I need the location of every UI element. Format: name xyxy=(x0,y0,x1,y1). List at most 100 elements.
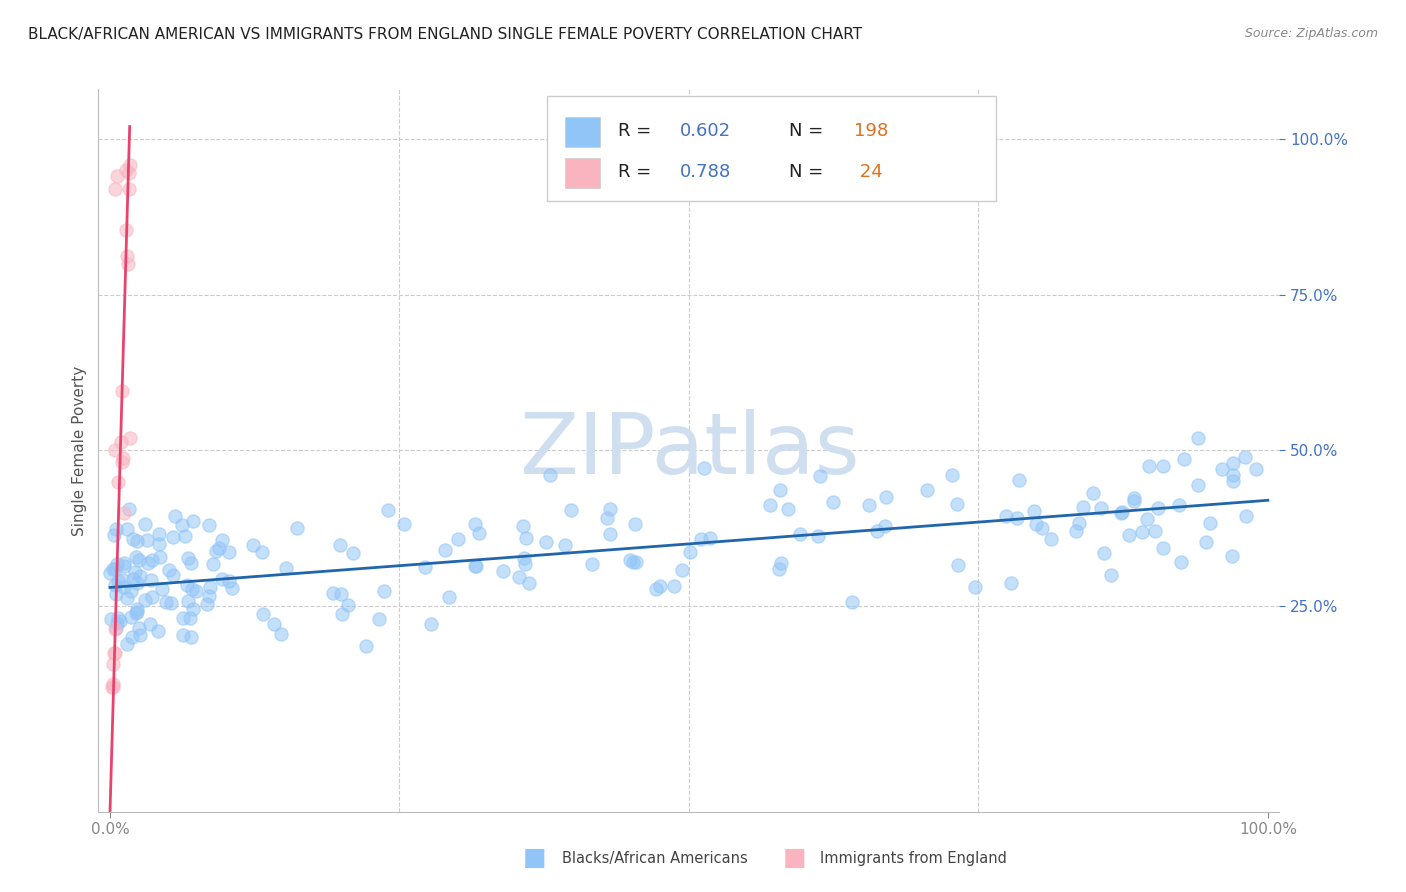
Point xyxy=(105,616,128,631)
Point xyxy=(104,622,127,636)
Point xyxy=(342,546,364,560)
Point xyxy=(1146,501,1168,516)
Point xyxy=(1152,541,1174,555)
Point xyxy=(176,578,198,592)
Point xyxy=(134,592,156,607)
Point xyxy=(599,501,621,516)
Point xyxy=(115,636,138,650)
Point xyxy=(645,582,668,596)
Point xyxy=(98,566,121,581)
Point xyxy=(104,647,127,661)
Point xyxy=(858,499,880,513)
Point xyxy=(693,461,716,475)
Point xyxy=(128,628,150,642)
Point xyxy=(112,506,135,520)
Point xyxy=(181,602,204,616)
Point xyxy=(1123,491,1146,505)
Point xyxy=(1123,494,1146,508)
Point xyxy=(101,680,124,694)
Point xyxy=(118,431,141,445)
Point xyxy=(115,522,138,536)
Point xyxy=(619,553,641,567)
Point xyxy=(120,610,142,624)
Point xyxy=(624,516,647,531)
Point xyxy=(104,443,127,458)
Point xyxy=(105,557,128,571)
Point xyxy=(515,531,537,545)
Text: ■: ■ xyxy=(783,847,806,870)
Point xyxy=(367,612,389,626)
Point xyxy=(180,630,202,644)
Point xyxy=(1136,512,1159,526)
Point xyxy=(377,503,399,517)
Point xyxy=(915,483,938,498)
Point xyxy=(1167,498,1189,512)
Point xyxy=(394,516,416,531)
Point xyxy=(148,537,170,551)
Point xyxy=(1040,532,1063,546)
Point xyxy=(112,573,135,587)
Point xyxy=(211,572,233,586)
Point xyxy=(181,514,204,528)
Point xyxy=(434,543,457,558)
Point xyxy=(807,529,830,543)
Point xyxy=(1118,527,1140,541)
Point xyxy=(1111,505,1133,519)
Point xyxy=(107,610,129,624)
Point xyxy=(101,657,124,672)
Point xyxy=(110,435,132,450)
Point xyxy=(101,562,124,576)
Text: 24: 24 xyxy=(855,163,883,181)
Point xyxy=(1071,500,1094,515)
Point xyxy=(534,535,557,549)
Point xyxy=(111,455,134,469)
Point xyxy=(107,574,129,589)
Point xyxy=(1025,516,1047,531)
Bar xyxy=(547,96,995,202)
Point xyxy=(1005,511,1028,525)
Point xyxy=(218,574,240,588)
Point xyxy=(122,532,145,546)
Point xyxy=(808,469,831,483)
Point xyxy=(662,579,685,593)
Text: BLACK/AFRICAN AMERICAN VS IMMIGRANTS FROM ENGLAND SINGLE FEMALE POVERTY CORRELAT: BLACK/AFRICAN AMERICAN VS IMMIGRANTS FRO… xyxy=(28,27,862,42)
Point xyxy=(699,531,721,545)
Point xyxy=(221,582,243,596)
Point xyxy=(519,576,541,591)
Point xyxy=(492,564,515,578)
Point xyxy=(1067,516,1090,530)
Point xyxy=(197,517,219,532)
Point xyxy=(170,518,193,533)
Point xyxy=(159,563,181,577)
Point xyxy=(201,557,224,571)
Point xyxy=(250,545,273,559)
Point xyxy=(946,558,969,572)
Point xyxy=(1130,525,1153,540)
Text: Source: ZipAtlas.com: Source: ZipAtlas.com xyxy=(1244,27,1378,40)
Point xyxy=(101,677,124,691)
Point xyxy=(1022,504,1045,518)
Text: Blacks/African Americans: Blacks/African Americans xyxy=(562,851,748,865)
Y-axis label: Single Female Poverty: Single Female Poverty xyxy=(72,366,87,535)
Point xyxy=(1031,520,1053,534)
Point xyxy=(141,573,163,587)
Bar xyxy=(565,117,600,147)
Point xyxy=(263,617,285,632)
Point xyxy=(103,528,125,542)
Point xyxy=(560,503,582,517)
Point xyxy=(769,556,792,570)
Point xyxy=(208,541,231,555)
Point xyxy=(104,587,127,601)
Point xyxy=(104,522,127,536)
Point xyxy=(596,511,619,525)
Point xyxy=(173,529,195,543)
Point xyxy=(1195,535,1218,549)
Text: R =: R = xyxy=(619,122,657,140)
Point xyxy=(759,499,782,513)
Point xyxy=(1064,524,1087,539)
Point xyxy=(1000,575,1022,590)
Point xyxy=(112,580,135,594)
Point xyxy=(1211,462,1233,476)
Point xyxy=(513,557,536,571)
Point xyxy=(439,591,461,605)
